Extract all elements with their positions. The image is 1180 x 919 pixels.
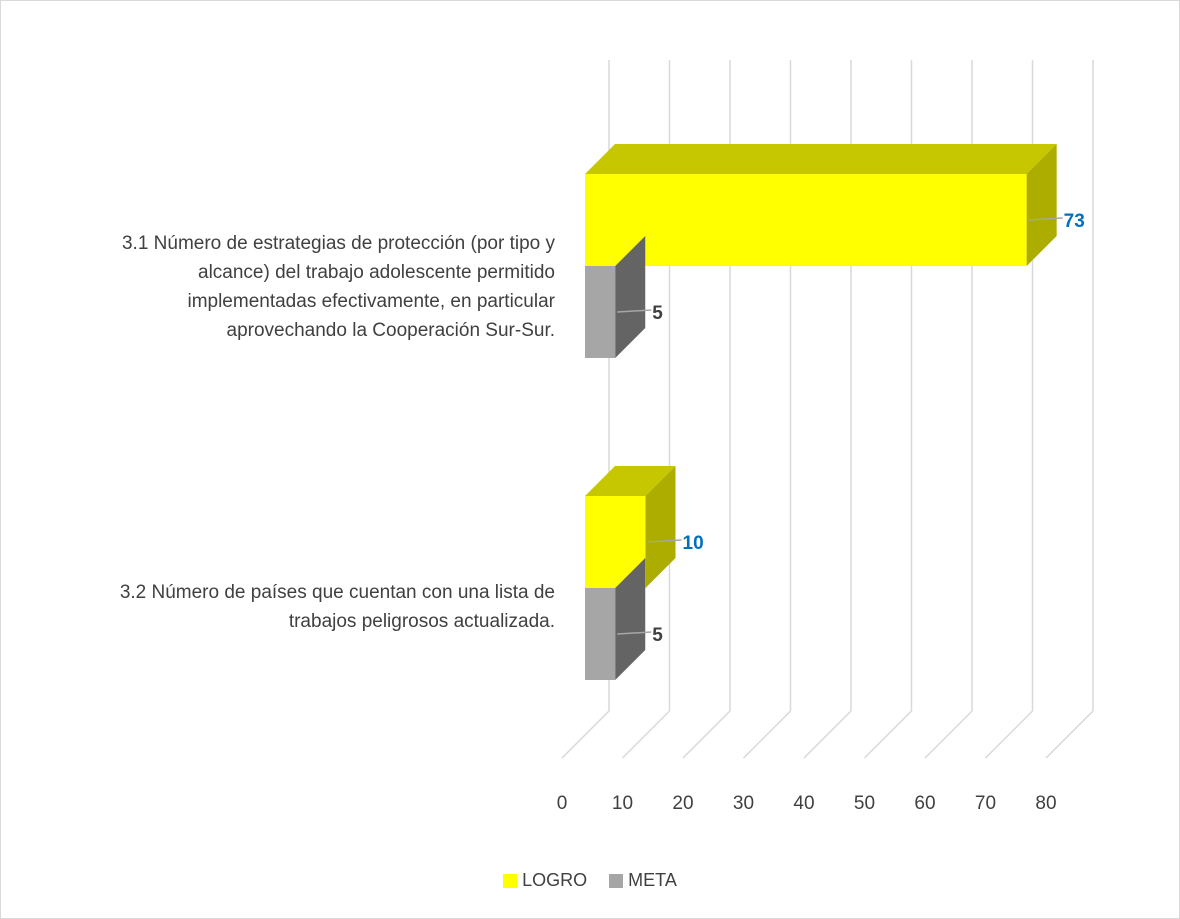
legend-item-meta: META xyxy=(609,870,677,891)
bar-logro-1 xyxy=(585,174,1027,266)
category-label-1-line-1: 3.1 Número de estrategias de protección … xyxy=(121,233,555,254)
leader-line-logro-2 xyxy=(647,539,682,543)
category-label-1-line-2: alcance) del trabajo adolescente permiti… xyxy=(198,262,555,283)
legend-swatch-logro xyxy=(503,873,518,888)
category-label-2-line-2: trabajos peligrosos actualizada. xyxy=(288,611,555,632)
floor-gridline-50 xyxy=(863,710,913,759)
bar-side-logro-1 xyxy=(1026,144,1057,266)
floor-gridline-40 xyxy=(803,710,852,759)
bar-meta-1 xyxy=(585,266,616,358)
legend-label-logro: LOGRO xyxy=(522,870,588,890)
x-tick-label-70: 70 xyxy=(975,793,996,814)
category-label-2-line-1: 3.2 Número de países que cuentan con una… xyxy=(119,582,555,603)
bar-side-meta-1 xyxy=(615,236,646,358)
x-tick-label-30: 30 xyxy=(733,793,754,814)
floor-gridline-70 xyxy=(984,710,1034,759)
data-label-logro-1: 73 xyxy=(1064,211,1085,232)
leader-line-meta-2 xyxy=(617,631,652,635)
floor-gridline-60 xyxy=(924,710,973,759)
legend-label-meta: META xyxy=(628,870,677,890)
floor-gridline-30 xyxy=(742,710,792,759)
category-label-1-line-3: implementadas efectivamente, en particul… xyxy=(187,291,555,312)
floor-gridline-80 xyxy=(1045,710,1094,759)
bar-side-meta-2 xyxy=(615,558,646,680)
bar-top-logro-1 xyxy=(585,144,1057,174)
bar-meta-2 xyxy=(585,588,616,680)
x-tick-label-80: 80 xyxy=(1035,793,1056,814)
bar-top-logro-2 xyxy=(585,466,676,496)
x-tick-label-40: 40 xyxy=(793,793,814,814)
x-tick-label-0: 0 xyxy=(557,793,568,814)
data-label-logro-2: 10 xyxy=(683,533,704,554)
bar-side-logro-2 xyxy=(645,466,676,588)
category-label-2: 3.2 Número de países que cuentan con una… xyxy=(10,578,555,636)
legend-item-logro: LOGRO xyxy=(503,870,587,891)
x-tick-label-10: 10 xyxy=(612,793,633,814)
leader-line-meta-1 xyxy=(617,309,652,313)
x-tick-label-50: 50 xyxy=(854,793,875,814)
floor-gridline-0 xyxy=(561,710,610,759)
data-label-meta-2: 5 xyxy=(652,625,663,646)
x-tick-label-20: 20 xyxy=(672,793,693,814)
floor-gridline-10 xyxy=(621,710,671,759)
legend: LOGRO META xyxy=(0,870,1180,891)
leader-line-logro-1 xyxy=(1028,217,1063,221)
x-tick-label-60: 60 xyxy=(914,793,935,814)
legend-swatch-meta xyxy=(609,873,624,888)
floor-gridline-20 xyxy=(682,710,731,759)
category-label-1-line-4: aprovechando la Cooperación Sur-Sur. xyxy=(226,320,555,341)
category-label-1: 3.1 Número de estrategias de protección … xyxy=(10,229,555,345)
data-label-meta-1: 5 xyxy=(652,303,663,324)
